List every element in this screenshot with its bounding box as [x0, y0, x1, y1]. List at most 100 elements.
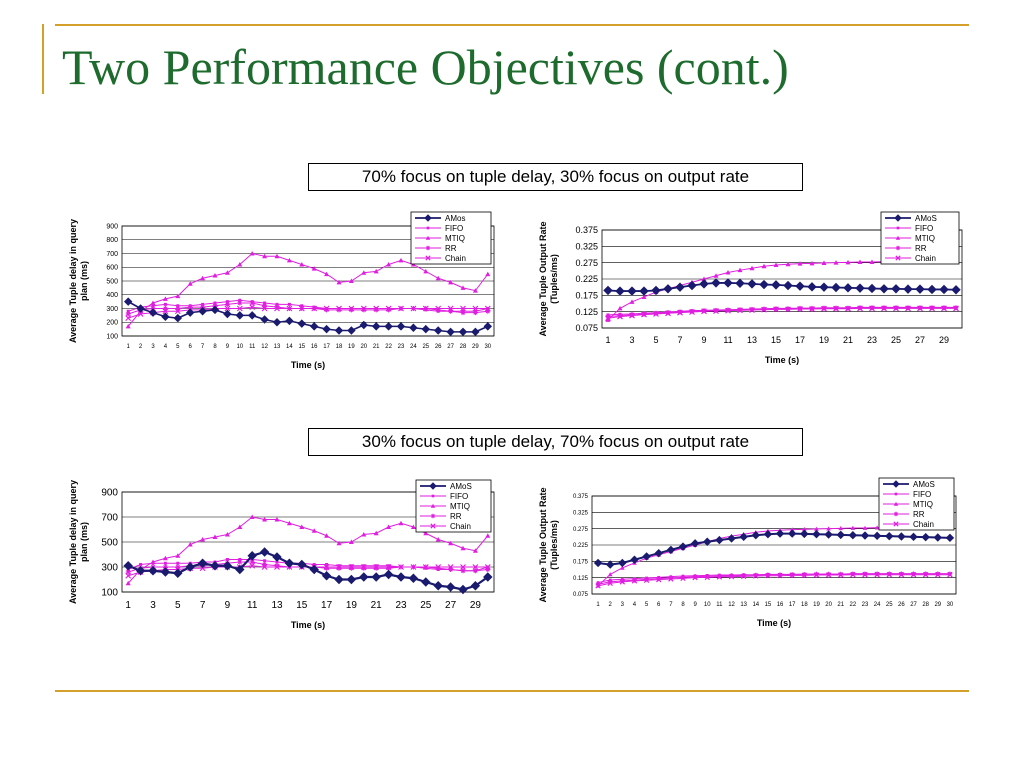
data-point-mtiq	[749, 265, 755, 271]
x-tick-label: 15	[771, 335, 781, 345]
y-tick-label: 0.225	[573, 543, 589, 549]
data-point-fifo	[399, 307, 403, 310]
data-point-fifo	[163, 561, 167, 565]
data-point-fifo	[151, 561, 155, 565]
y-axis-label: Average Tuple delay in queryplan (ms)	[68, 219, 89, 343]
data-point-amos	[775, 529, 785, 538]
data-point-mtiq	[237, 524, 243, 529]
y-tick-label: 300	[106, 306, 118, 313]
x-tick-label: 17	[795, 335, 805, 345]
data-point-mtiq	[423, 530, 429, 536]
data-point-amos	[160, 567, 171, 577]
data-point-fifo	[912, 572, 915, 576]
data-point-fifo	[846, 306, 850, 310]
data-point-fifo	[948, 572, 952, 576]
data-point-fifo	[778, 573, 782, 576]
y-axis-label-line: (Tuples/ms)	[549, 254, 559, 304]
data-point-amos	[185, 308, 195, 317]
x-tick-label: 30	[947, 602, 954, 608]
data-point-mtiq	[274, 517, 280, 522]
data-point-fifo	[424, 308, 428, 312]
legend-label: AMoS	[450, 482, 472, 491]
x-tick-label: 7	[677, 335, 682, 345]
data-point-fifo	[827, 572, 830, 576]
data-point-amos	[951, 285, 961, 295]
legend-label: FIFO	[450, 492, 468, 501]
data-point-fifo	[275, 560, 279, 564]
data-point-fifo	[858, 305, 862, 309]
data-point-fifo	[887, 572, 891, 576]
x-tick-label: 9	[701, 335, 706, 345]
y-axis-label-line: Average Tuple Output Rate	[538, 487, 548, 602]
data-point-rr	[286, 306, 292, 311]
data-point-rr	[274, 563, 280, 569]
data-point-amos	[703, 537, 712, 546]
data-point-amos	[458, 327, 468, 337]
data-point-amos	[359, 572, 369, 582]
x-tick-label: 27	[445, 600, 457, 611]
legend-label: AMoS	[913, 480, 935, 489]
data-point-fifo	[726, 308, 730, 312]
data-point-amos	[654, 548, 663, 558]
x-tick-label: 16	[777, 602, 784, 608]
legend-label: RR	[445, 244, 457, 253]
data-point-fifo	[642, 311, 646, 315]
data-point-fifo	[374, 307, 378, 310]
data-point-amos	[945, 533, 955, 543]
legend-label: FIFO	[445, 224, 463, 233]
data-point-mtiq	[802, 527, 807, 532]
data-point-fifo	[349, 564, 353, 568]
data-point-amos	[470, 581, 481, 591]
data-point-fifo	[300, 304, 304, 308]
data-point-mtiq	[274, 253, 280, 259]
x-tick-label: 7	[669, 602, 673, 608]
data-point-mtiq	[398, 520, 404, 526]
data-point-amos	[136, 304, 145, 313]
x-tick-label: 7	[200, 600, 206, 611]
y-tick-label: 0.325	[575, 241, 598, 251]
x-tick-label: 9	[225, 600, 231, 611]
x-tick-label: 11	[249, 344, 256, 350]
x-tick-label: 11	[723, 335, 732, 345]
y-tick-label: 100	[101, 588, 118, 599]
x-tick-label: 19	[348, 344, 355, 350]
x-tick-label: 5	[645, 602, 649, 608]
data-point-mtiq	[187, 281, 193, 286]
data-point-amos	[483, 572, 493, 582]
data-point-mtiq	[485, 533, 491, 538]
x-tick-label: 21	[371, 600, 383, 611]
data-point-amos	[747, 279, 757, 289]
x-tick-label: 22	[850, 602, 857, 608]
x-tick-label: 16	[311, 344, 318, 350]
legend-marker	[892, 480, 900, 488]
x-tick-label: 2	[609, 602, 613, 608]
data-point-amos	[334, 574, 344, 585]
data-point-rr	[348, 565, 354, 571]
data-point-fifo	[654, 311, 658, 315]
legend-marker	[424, 214, 432, 222]
y-axis-label-line: Average Tuple Output Rate	[538, 221, 548, 336]
data-point-amos	[235, 564, 245, 575]
data-point-fifo	[449, 309, 453, 313]
y-tick-label: 0.275	[575, 258, 598, 268]
data-point-amos	[642, 552, 651, 561]
y-axis-label-line: plan (ms)	[79, 261, 89, 301]
data-point-amos	[359, 320, 369, 330]
series-line-chain	[597, 574, 950, 587]
y-axis-label: Average Tuple Output Rate(Tuples/ms)	[538, 221, 559, 336]
legend-label: Chain	[915, 254, 936, 263]
data-point-mtiq	[814, 526, 819, 531]
data-point-fifo	[287, 302, 291, 306]
data-point-mtiq	[212, 273, 218, 278]
data-point-amos	[445, 582, 456, 592]
data-point-fifo	[473, 309, 477, 313]
x-tick-label: 19	[819, 335, 829, 345]
data-point-fifo	[815, 572, 818, 576]
data-point-amos	[872, 531, 882, 541]
y-tick-label: 300	[101, 563, 118, 574]
x-tick-label: 29	[939, 335, 949, 345]
data-point-amos	[831, 282, 841, 293]
data-point-mtiq	[785, 261, 791, 267]
